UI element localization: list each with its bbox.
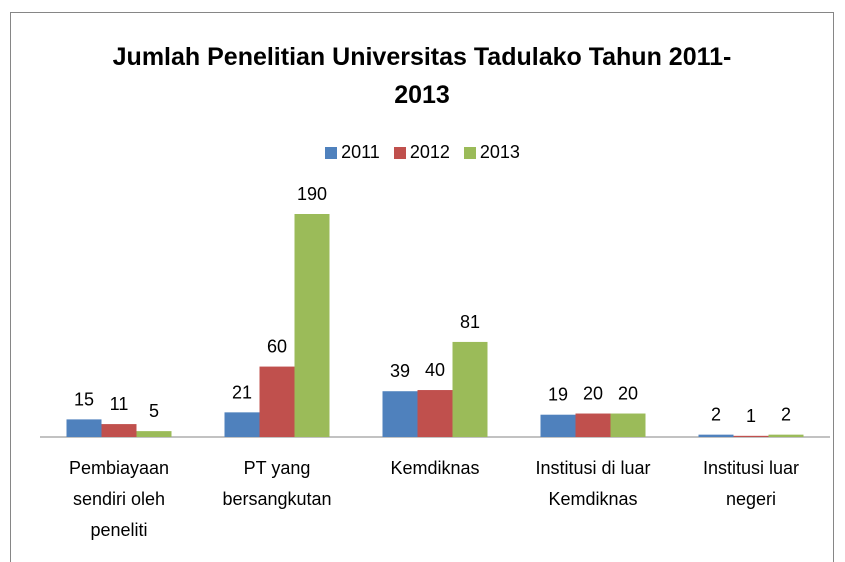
- data-label: 40: [425, 360, 445, 380]
- legend-label: 2013: [479, 142, 520, 162]
- x-tick-label: Institusi di luar Kemdiknas: [535, 458, 651, 509]
- data-label: 20: [618, 384, 638, 404]
- x-tick-label: PT yang bersangkutan: [222, 458, 332, 509]
- data-label: 39: [390, 361, 410, 381]
- bar: [540, 414, 576, 437]
- data-label: 2: [781, 405, 791, 425]
- bar: [575, 413, 611, 437]
- legend-item: 2011: [325, 142, 380, 163]
- bar: [294, 214, 330, 437]
- data-label: 60: [267, 337, 287, 357]
- chart-title: Jumlah Penelitian Universitas Tadulako T…: [112, 43, 732, 109]
- x-tick-label: Pembiayaan sendiri oleh peneliti: [68, 458, 170, 540]
- bar: [101, 424, 137, 437]
- data-label: 2: [711, 405, 721, 425]
- legend-swatch: [393, 146, 406, 159]
- bar: [768, 434, 804, 437]
- legend: 2011 2012 2013: [0, 142, 845, 163]
- bar: [452, 341, 488, 437]
- data-label: 5: [149, 401, 159, 421]
- bar: [259, 366, 295, 437]
- legend-label: 2012: [409, 142, 450, 162]
- bar: [610, 413, 646, 437]
- bar: [698, 434, 734, 437]
- bar: [733, 435, 769, 437]
- data-label: 21: [232, 382, 252, 402]
- data-label: 19: [548, 385, 568, 405]
- bar: [136, 431, 172, 437]
- data-label: 190: [297, 184, 327, 204]
- legend-swatch: [325, 146, 338, 159]
- x-tick-label: Institusi luar negeri: [702, 458, 800, 509]
- data-label: 20: [583, 384, 603, 404]
- data-label: 1: [746, 406, 756, 426]
- legend-item: 2013: [463, 142, 520, 163]
- chart-frame: [10, 12, 834, 562]
- legend-swatch: [463, 146, 476, 159]
- legend-label: 2011: [341, 142, 380, 162]
- data-label: 81: [460, 312, 480, 332]
- data-label: 11: [110, 394, 129, 414]
- x-tick-label: Kemdiknas: [390, 458, 480, 478]
- data-label: 15: [74, 389, 94, 409]
- legend-item: 2012: [393, 142, 450, 163]
- bar: [224, 412, 260, 437]
- bar: [66, 419, 102, 437]
- bar: [417, 390, 453, 437]
- bar: [382, 391, 418, 437]
